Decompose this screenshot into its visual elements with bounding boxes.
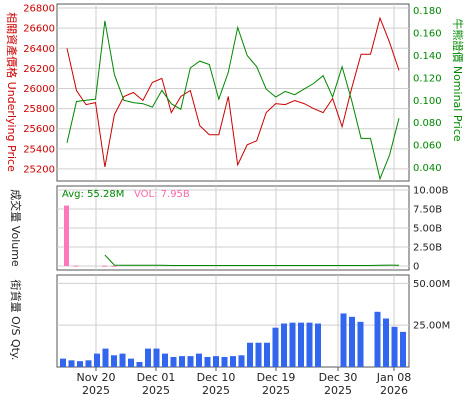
left-tick-label: 26200: [23, 64, 55, 75]
osqty-bar: [357, 321, 364, 367]
osqty-bar: [77, 361, 83, 367]
avg-volume-text: Avg: 55.28M: [62, 189, 124, 200]
osqty-bar: [349, 316, 355, 367]
osqty-bar: [391, 326, 398, 367]
x-date-label: Nov 20: [77, 371, 116, 384]
tick-labels: 25200 25400 25600 25800 26000 26200 26400 26600…: [23, 4, 450, 397]
volume-bar: [101, 265, 107, 267]
osqty-bar: [136, 361, 143, 367]
osqty-bar: [230, 356, 236, 367]
osqty-bar: [128, 358, 134, 367]
osqty-bar: [255, 342, 262, 367]
osqty-bar: [247, 342, 253, 367]
right-tick-label: 0.160: [413, 29, 442, 40]
x-year-label: 2025: [262, 384, 290, 397]
x-date-label: Dec 30: [319, 371, 358, 384]
right-tick-label: 0.140: [413, 51, 442, 62]
osqty-bar: [315, 323, 321, 367]
volume-bar: [73, 265, 79, 267]
osqty-panel-frame: [56, 274, 410, 368]
x-year-label: 2025: [82, 384, 110, 397]
right-tick-label: 0.120: [413, 73, 442, 84]
osqty-tick-label: 50.00M: [413, 279, 450, 290]
volume-tick-label: 10.00B: [413, 186, 449, 197]
osqty-bar: [153, 348, 160, 367]
osqty-bar: [170, 356, 177, 367]
osqty-bar: [272, 327, 279, 367]
volume-tick-label: 2.50B: [413, 243, 442, 254]
right-tick-label: 0.040: [413, 163, 442, 174]
x-date-label: Dec 10: [197, 371, 236, 384]
osqty-bar: [374, 311, 381, 367]
x-year-label: 2025: [142, 384, 170, 397]
osqty-bar: [119, 353, 126, 367]
osqty-bar: [111, 355, 117, 367]
x-date-label: Dec 01: [137, 371, 176, 384]
osqty-bar: [102, 348, 109, 367]
nominal-price-axis-title: 牛熊證價 Nominal Price: [451, 18, 465, 142]
volume-tick-label: 7.50B: [413, 205, 442, 216]
osqty-bar: [179, 356, 185, 367]
left-tick-label: 25400: [23, 144, 55, 155]
lines-layer: [66, 16, 400, 266]
osqty-bar: [60, 358, 66, 367]
osqty-bar: [145, 348, 151, 367]
right-tick-label: 0.080: [413, 118, 442, 129]
right-tick-label: 0.180: [413, 6, 442, 17]
osqty-bar: [196, 353, 202, 367]
osqty-bar: [187, 356, 194, 367]
x-year-label: 2025: [324, 384, 352, 397]
price-panel-frame: [56, 3, 410, 182]
left-tick-label: 26600: [23, 24, 55, 35]
osqty-bar: [400, 331, 406, 367]
osqty-bar: [383, 318, 389, 367]
left-tick-label: 25200: [23, 164, 55, 175]
x-year-label: 2026: [380, 384, 408, 397]
osqty-bar: [204, 356, 211, 367]
left-tick-label: 25800: [23, 104, 55, 115]
right-tick-label: 0.060: [413, 141, 442, 152]
osqty-axis-title: 街貨量 O/S Qty.: [9, 280, 23, 361]
x-date-label: Jan 08: [376, 371, 411, 384]
x-year-label: 2025: [202, 384, 230, 397]
volume-bar: [64, 205, 69, 266]
vol-text: VOL: 7.95B: [134, 189, 190, 200]
bars-layer: [60, 205, 406, 367]
osqty-bar: [306, 322, 313, 367]
osqty-tick-label: 25.00M: [413, 321, 450, 332]
osqty-bar: [68, 360, 75, 367]
osqty-bar: [238, 355, 245, 367]
x-date-label: Dec 19: [257, 371, 296, 384]
left-tick-label: 26000: [23, 84, 55, 95]
osqty-bar: [340, 313, 347, 367]
osqty-bar: [289, 322, 296, 367]
volume-axis-title: 成交量 Volume: [9, 189, 23, 267]
osqty-bar: [281, 323, 287, 367]
avg-volume-line: [104, 254, 400, 266]
volume-bar: [111, 265, 117, 267]
left-tick-label: 25600: [23, 124, 55, 135]
left-tick-label: 26800: [23, 4, 55, 15]
nominal-price-line: [66, 20, 400, 181]
right-tick-label: 0.100: [413, 96, 442, 107]
underlying-price-axis-title: 相關資產價格 Underlying Price: [5, 12, 19, 172]
volume-tick-label: 0: [413, 262, 419, 273]
osqty-bar: [85, 360, 92, 367]
osqty-bar: [221, 356, 228, 367]
osqty-bar: [298, 322, 304, 367]
underlying-price-line: [66, 16, 400, 167]
osqty-bar: [162, 353, 168, 367]
osqty-bar: [213, 356, 219, 367]
osqty-bar: [94, 353, 100, 367]
left-tick-label: 26400: [23, 44, 55, 55]
osqty-bar: [264, 342, 270, 367]
volume-tick-label: 5.00B: [413, 224, 442, 235]
